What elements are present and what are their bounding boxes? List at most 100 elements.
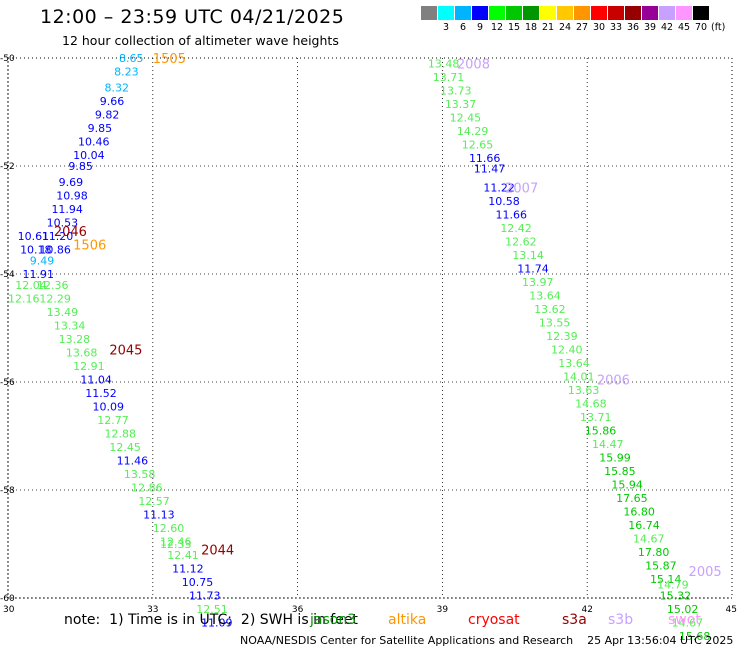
legend-label: 15 [507, 22, 521, 33]
wave-height-value: 9.49 [30, 255, 55, 268]
wave-height-value: 14.47 [592, 438, 624, 451]
wave-height-value: 11.12 [172, 562, 204, 575]
wave-height-value: 10.86 [39, 244, 71, 257]
wave-height-value: 12.51 [196, 603, 228, 616]
wave-height-value: 9.69 [59, 176, 84, 189]
legend-label: 39 [643, 22, 657, 33]
y-tick-label: -58 [0, 486, 15, 496]
wave-height-value: 12.88 [105, 427, 136, 440]
wave-height-value: 16.74 [628, 519, 660, 532]
legend-swatch [455, 6, 471, 20]
wave-height-value: 11.22 [483, 182, 514, 195]
legend-swatch [489, 6, 505, 20]
satellite-altika: altika [388, 612, 427, 628]
wave-height-value: 13.28 [59, 333, 91, 346]
wave-height-value: 12.29 [39, 292, 71, 305]
wave-height-value: 12.33 [160, 538, 192, 551]
wave-height-value: 12.45 [450, 111, 482, 124]
legend-swatch [693, 6, 709, 20]
wave-height-value: 12.45 [109, 441, 141, 454]
wave-height-value: 11.66 [469, 152, 501, 165]
wave-height-value: 13.58 [124, 468, 156, 481]
pass-number-label: 2046 [54, 225, 87, 240]
x-tick-label: 39 [437, 605, 449, 615]
wave-height-value: 11.52 [85, 387, 117, 400]
legend-label: 18 [524, 22, 538, 33]
legend-swatch [472, 6, 488, 20]
legend-label: 9 [476, 22, 484, 33]
wave-height-value: 8.32 [105, 82, 129, 95]
pass-number-label: 2008 [457, 57, 490, 72]
wave-height-value: 12.57 [138, 495, 170, 508]
legend-swatch [574, 6, 590, 20]
wave-height-value: 9.85 [88, 122, 113, 135]
wave-height-value: 15.32 [660, 589, 692, 602]
wave-height-value: 12.39 [546, 330, 578, 343]
wave-height-value: 10.61 [18, 230, 50, 243]
wave-height-value: 17.80 [638, 546, 670, 559]
legend-label: 12 [490, 22, 504, 33]
wave-height-value: 12.36 [37, 279, 69, 292]
wave-height-value: 9.82 [95, 109, 120, 122]
wave-height-value: 15.02 [667, 603, 699, 616]
legend-swatch [421, 6, 437, 20]
satellite-cryosat: cryosat [468, 612, 520, 628]
wave-height-value: 10.75 [182, 576, 214, 589]
legend-unit: (ft) [711, 22, 726, 33]
legend-swatch [608, 6, 624, 20]
x-tick-label: 33 [147, 605, 158, 615]
map-title: 12:00 – 23:59 UTC 04/21/2025 [40, 6, 345, 28]
wave-height-value: 11.04 [80, 373, 112, 386]
wave-height-value: 11.74 [517, 263, 549, 276]
wave-height-value: 14.79 [657, 579, 689, 592]
wave-height-value: 8.23 [114, 66, 139, 79]
wave-height-value: 10.98 [56, 190, 87, 203]
wave-height-value: 10.53 [47, 217, 79, 230]
wave-height-value: 11.94 [51, 203, 83, 216]
y-tick-label: -56 [0, 378, 15, 388]
wave-height-value: 14.67 [633, 533, 665, 546]
wave-height-value: 13.71 [433, 71, 465, 84]
wave-height-value: 10.18 [20, 244, 52, 257]
wave-height-value: 10.58 [488, 195, 519, 208]
x-tick-label: 42 [581, 605, 592, 615]
wave-height-value: 11.09 [201, 616, 233, 629]
wave-height-value: 13.63 [568, 384, 600, 397]
legend-label: 6 [459, 22, 467, 33]
wave-height-value: 12.77 [97, 414, 129, 427]
wave-height-value: 12.62 [505, 236, 537, 249]
footer-credit: NOAA/NESDIS Center for Satellite Applica… [240, 634, 734, 647]
pass-number-label: 1505 [153, 52, 186, 67]
wave-height-value: 13.49 [47, 306, 79, 319]
wave-height-value: 12.60 [153, 522, 185, 535]
wave-height-value: 15.87 [645, 560, 677, 573]
wave-height-value: 12.40 [551, 344, 583, 357]
pass-number-label: 2005 [689, 565, 722, 580]
legend-label: 33 [609, 22, 623, 33]
wave-height-value: 12.04 [15, 279, 46, 292]
legend-swatch [540, 6, 556, 20]
wave-height-value: 13.97 [522, 276, 554, 289]
wave-height-value: 17.65 [616, 492, 648, 505]
wave-height-value: 14.68 [575, 398, 607, 411]
footer-note: note: 1) Time is in UTC; 2) SWH is in fe… [64, 612, 358, 628]
wave-height-value: 12.42 [500, 222, 532, 235]
wave-height-value: 13.68 [66, 346, 98, 359]
wave-height-value: 12.16 [8, 292, 40, 305]
legend-label: 42 [660, 22, 674, 33]
wave-height-value: 14.01 [563, 371, 595, 384]
wave-height-value: 12.41 [167, 549, 199, 562]
wave-height-value: 16.80 [623, 506, 655, 519]
satellite-jason3: jason3 [310, 612, 357, 628]
wave-height-value: 13.14 [512, 249, 544, 262]
wave-height-value: 11.20 [42, 230, 74, 243]
y-tick-label: -52 [0, 162, 15, 172]
wave-height-value: 8.65 [119, 52, 144, 65]
pass-number-label: 2045 [109, 344, 142, 359]
satellite-s3a: s3a [562, 612, 587, 628]
wave-height-value: 13.64 [558, 357, 590, 370]
x-tick-label: 45 [726, 605, 737, 615]
legend-swatch [557, 6, 573, 20]
legend-label: 36 [626, 22, 640, 33]
